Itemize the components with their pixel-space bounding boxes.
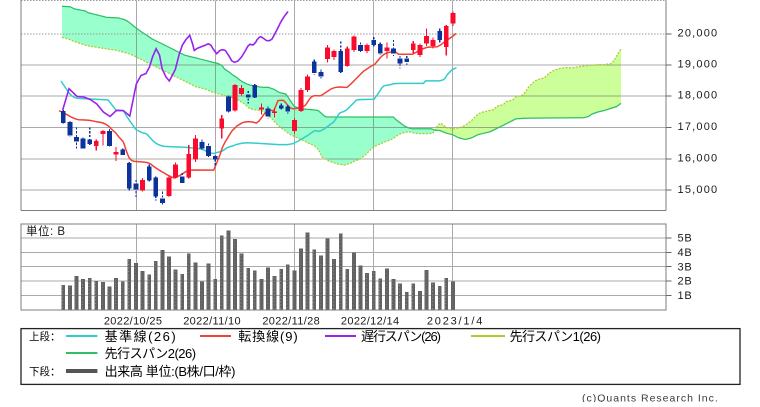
svg-text:5B: 5B: [678, 233, 693, 245]
svg-text:単位: B: 単位: B: [26, 224, 66, 238]
svg-text:4B: 4B: [678, 247, 693, 259]
svg-text:基準線(26): 基準線(26): [105, 329, 178, 344]
svg-text:18,000: 18,000: [678, 90, 719, 102]
svg-text:17,000: 17,000: [678, 121, 719, 133]
svg-text:2022/11/10: 2022/11/10: [183, 316, 241, 328]
svg-text:先行スパン1(26): 先行スパン1(26): [510, 329, 601, 344]
svg-text:3B: 3B: [678, 261, 693, 273]
svg-text:出来高 単位:(B株/口/枠): 出来高 単位:(B株/口/枠): [105, 364, 236, 379]
svg-text:1B: 1B: [678, 290, 693, 302]
svg-text:先行スパン2(26): 先行スパン2(26): [105, 346, 196, 361]
svg-text:転換線(9): 転換線(9): [238, 329, 298, 344]
svg-text:2023/1/4: 2023/1/4: [427, 316, 484, 328]
svg-text:20,000: 20,000: [678, 28, 719, 40]
svg-text:2022/12/14: 2022/12/14: [341, 316, 400, 328]
svg-text:2022/11/28: 2022/11/28: [262, 316, 320, 328]
svg-text:16,000: 16,000: [678, 152, 719, 164]
svg-text:2B: 2B: [678, 276, 693, 288]
svg-text:(c)Quants Research Inc.: (c)Quants Research Inc.: [582, 393, 719, 403]
svg-text:遅行スパン(26): 遅行スパン(26): [361, 329, 441, 344]
svg-text:15,000: 15,000: [678, 184, 719, 196]
svg-text:下段：: 下段：: [29, 365, 61, 378]
svg-text:上段：: 上段：: [29, 330, 61, 343]
svg-text:2022/10/25: 2022/10/25: [104, 316, 163, 328]
svg-text:19,000: 19,000: [678, 59, 719, 71]
